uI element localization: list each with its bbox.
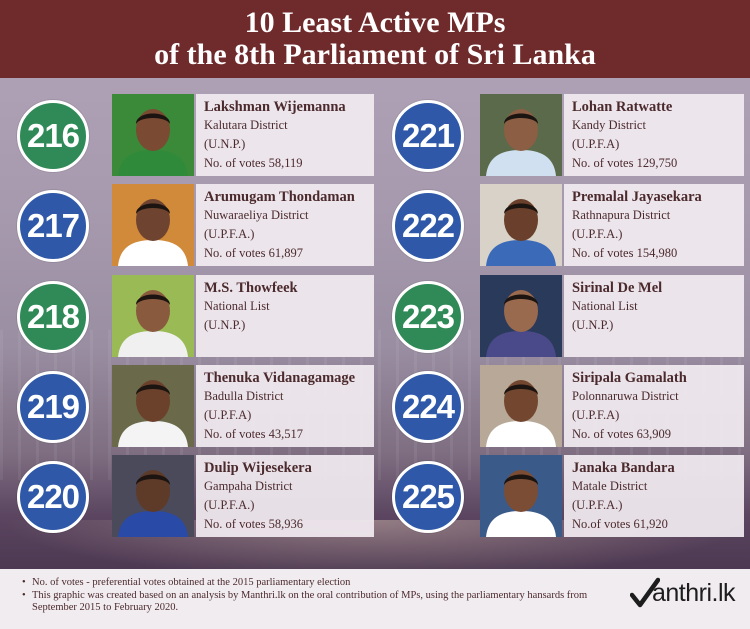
mp-name: M.S. Thowfeek (204, 280, 298, 296)
mp-name: Dulip Wijesekera (204, 460, 312, 476)
mp-votes: No. of votes 129,750 (572, 156, 678, 170)
mp-party: (U.P.F.A.) (572, 498, 623, 512)
mp-card: Janaka Bandara Matale District (U.P.F.A.) N… (564, 455, 744, 537)
mp-district: Matale District (572, 479, 648, 493)
footer-notes: No. of votes - preferential votes obtain… (0, 569, 750, 629)
title-line-2: of the 8th Parliament of Sri Lanka (154, 38, 596, 71)
mp-name: Arumugam Thondaman (204, 189, 355, 205)
mp-portrait (112, 455, 194, 537)
mp-card: Sirinal De Mel National List (U.N.P.) (564, 275, 744, 357)
mp-card: Thenuka Vidanagamage Badulla District (U.P… (196, 365, 374, 447)
rank-badge: 220 (17, 461, 89, 533)
mp-portrait (480, 275, 562, 357)
mp-card: Lohan Ratwatte Kandy District (U.P.F.A) No.… (564, 94, 744, 176)
mp-name: Siripala Gamalath (572, 370, 687, 386)
mp-votes: No. of votes 63,909 (572, 427, 671, 441)
rank-badge: 224 (392, 371, 464, 443)
mp-card: Siripala Gamalath Polonnaruwa District (U.… (564, 365, 744, 447)
mp-party: (U.P.F.A.) (204, 227, 255, 241)
mp-party: (U.P.F.A) (572, 408, 620, 422)
mp-name: Thenuka Vidanagamage (204, 370, 356, 386)
mp-name: Lakshman Wijemanna (204, 99, 346, 115)
mp-party: (U.P.F.A) (572, 137, 620, 151)
mp-name: Janaka Bandara (572, 460, 675, 476)
mp-card: Premalal Jayasekara Rathnapura District (U… (564, 184, 744, 266)
mp-portrait (112, 94, 194, 176)
rank-badge: 225 (392, 461, 464, 533)
rank-badge: 216 (17, 100, 89, 172)
mp-district: Nuwaraeliya District (204, 208, 309, 222)
mp-district: Gampaha District (204, 479, 293, 493)
mp-name: Sirinal De Mel (572, 280, 663, 296)
mp-party: (U.P.F.A) (204, 408, 252, 422)
rank-badge: 217 (17, 190, 89, 262)
mp-portrait (480, 184, 562, 266)
mp-card: Lakshman Wijemanna Kalutara District (U.N.… (196, 94, 374, 176)
rank-badge: 219 (17, 371, 89, 443)
rank-badge: 222 (392, 190, 464, 262)
mp-card: M.S. Thowfeek National List (U.N.P.) (196, 275, 374, 357)
title-banner: 10 Least Active MPs of the 8th Parliamen… (0, 0, 750, 78)
mp-card: Arumugam Thondaman Nuwaraeliya District (U… (196, 184, 374, 266)
mp-votes: No. of votes 43,517 (204, 427, 303, 441)
mp-votes: No.of votes 61,920 (572, 517, 668, 531)
footnote-votes: No. of votes - preferential votes obtain… (22, 577, 622, 590)
rank-badge: 223 (392, 281, 464, 353)
rank-badge: 218 (17, 281, 89, 353)
mp-party: (U.P.F.A.) (572, 227, 623, 241)
mp-portrait (480, 455, 562, 537)
mp-district: National List (572, 299, 638, 313)
mp-votes: No. of votes 61,897 (204, 246, 303, 260)
mp-portrait (112, 184, 194, 266)
logo-text: anthri.lk (652, 579, 736, 607)
footnote-source: This graphic was created based on an ana… (22, 590, 622, 615)
title-line-1: 10 Least Active MPs (244, 6, 506, 39)
mp-votes: No. of votes 154,980 (572, 246, 678, 260)
mp-district: Kalutara District (204, 118, 288, 132)
mp-name: Premalal Jayasekara (572, 189, 702, 205)
rank-badge: 221 (392, 100, 464, 172)
mp-district: Badulla District (204, 389, 284, 403)
mp-portrait (480, 94, 562, 176)
mp-votes: No. of votes 58,936 (204, 517, 303, 531)
mp-portrait (112, 275, 194, 357)
mp-party: (U.P.F.A.) (204, 498, 255, 512)
mp-portrait (480, 365, 562, 447)
mp-district: Polonnaruwa District (572, 389, 679, 403)
mp-district: National List (204, 299, 270, 313)
mp-party: (U.N.P.) (204, 318, 246, 332)
manthri-logo: anthri.lk (630, 577, 742, 611)
checkmark-icon (630, 577, 660, 608)
mp-card: Dulip Wijesekera Gampaha District (U.P.F.A… (196, 455, 374, 537)
mp-votes: No. of votes 58,119 (204, 156, 303, 170)
mp-party: (U.N.P.) (204, 137, 246, 151)
mp-district: Rathnapura District (572, 208, 671, 222)
mp-party: (U.N.P.) (572, 318, 614, 332)
mp-name: Lohan Ratwatte (572, 99, 673, 115)
mp-district: Kandy District (572, 118, 646, 132)
mp-portrait (112, 365, 194, 447)
